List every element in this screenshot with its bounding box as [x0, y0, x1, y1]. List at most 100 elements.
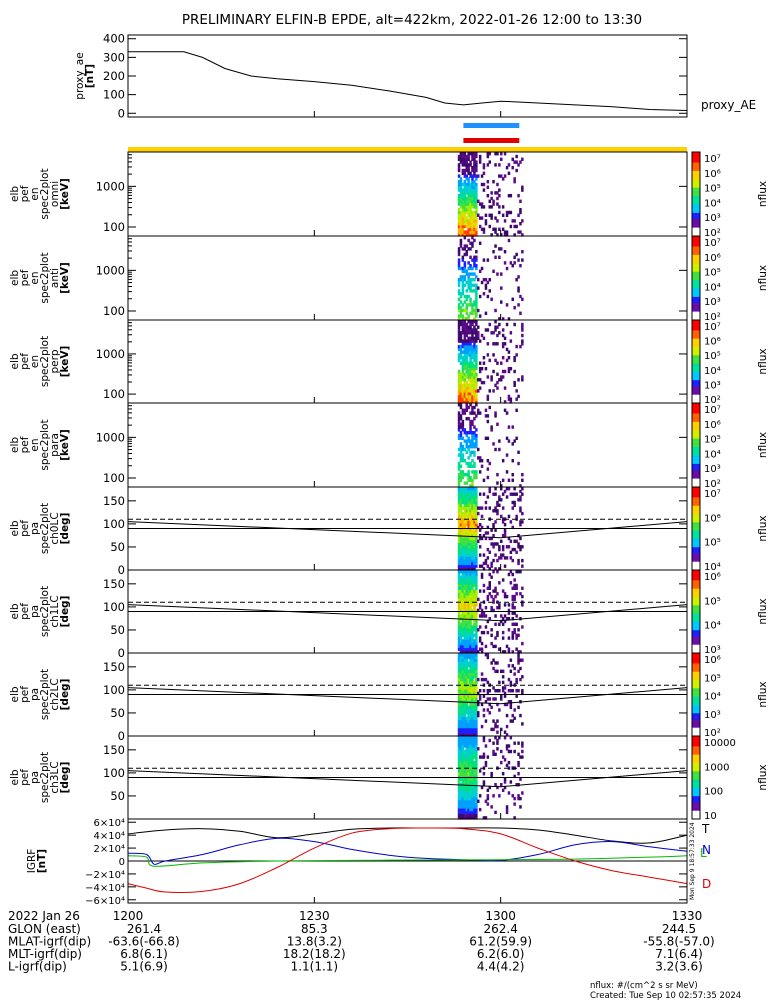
spectrogram-cell [469, 586, 472, 590]
spectrogram-cell [467, 369, 470, 374]
spectrogram-cell [465, 727, 468, 732]
spectrogram-cell [457, 261, 461, 265]
spectrogram-cell [473, 445, 476, 449]
spectrogram-cell [463, 372, 467, 376]
spectrogram-cell [478, 506, 482, 510]
spectrogram-cell [486, 586, 490, 590]
colorbar-band [692, 353, 700, 356]
spectrogram-cell [461, 425, 465, 429]
spectrogram-cell [465, 177, 468, 181]
spectrogram-cell [475, 328, 478, 332]
spectrogram-cell [513, 306, 516, 310]
spectrogram-cell [503, 489, 507, 494]
spectrogram-cell [469, 191, 472, 195]
spectrogram-cell [471, 397, 474, 401]
spectrogram-cell [473, 344, 476, 349]
spectrogram-cell [469, 611, 472, 615]
spectrogram-cell [457, 375, 461, 379]
colorbar-band [692, 240, 700, 243]
spectrogram-cell [521, 322, 524, 327]
spectrogram-cell [517, 661, 520, 665]
spectrogram-cell [463, 481, 467, 485]
spectrogram-cell [473, 550, 476, 554]
spectrogram-cell [457, 495, 461, 499]
colorbar-band [692, 382, 700, 385]
spectrogram-cell [465, 747, 468, 751]
spectrogram-cell [471, 545, 474, 549]
spectrogram-cell [457, 680, 461, 685]
spectrogram-cell [467, 514, 470, 519]
spectrogram-cell [457, 755, 461, 759]
spectrogram-cell [467, 166, 470, 170]
colorbar-band [692, 541, 700, 544]
spectrogram-cell [467, 689, 470, 693]
spectrogram-cell [515, 492, 518, 496]
spectrogram-cell [471, 633, 474, 637]
spectrogram-cell [475, 436, 478, 440]
spectrogram-cell [475, 188, 478, 192]
spectrogram-cell [463, 666, 467, 671]
colorbar-band [692, 794, 700, 797]
spectrogram-cell [473, 592, 476, 596]
colorbar-tick-label: 10² [704, 395, 721, 406]
spectrogram-cell [459, 487, 463, 491]
spectrogram-cell [469, 247, 472, 251]
spectrogram-cell [505, 233, 509, 237]
spectrogram-cell [465, 509, 468, 513]
spectrogram-cell [475, 730, 478, 734]
spectrogram-cell [461, 658, 465, 662]
spectrogram-cell [473, 594, 476, 599]
spectrogram-cell [469, 760, 472, 765]
spectrogram-cell [465, 372, 468, 376]
spectrogram-cell [469, 208, 472, 212]
ylabel-line-3: spec2plot [39, 419, 51, 470]
spectrogram-cell [521, 625, 524, 629]
colorbar-band [692, 223, 700, 226]
spectrogram-cell [461, 163, 465, 167]
colorbar-band [692, 463, 700, 467]
colorbar-band [692, 351, 700, 354]
spectrogram-cell [463, 503, 467, 507]
spectrogram-cell [467, 157, 470, 161]
spectrogram-cell [492, 353, 495, 357]
spectrogram-cell [463, 675, 467, 679]
colorbar-band [692, 760, 700, 764]
spectrogram-cell [459, 536, 463, 541]
spectrogram-cell [469, 525, 472, 530]
spectrogram-cells [457, 570, 524, 654]
spectrogram-cell [473, 283, 476, 287]
spectrogram-cell [467, 680, 470, 685]
ylabel-line-4: perp [49, 349, 61, 373]
spectrogram-cell [457, 810, 461, 815]
spectrogram-cell [459, 219, 463, 223]
spectrogram-cell [463, 353, 467, 357]
spectrogram-cell [492, 442, 495, 446]
spectrogram-cell [513, 749, 516, 754]
spectrogram-cell [484, 219, 488, 223]
spectrogram-cell [488, 583, 491, 588]
spectrogram-cell [457, 677, 461, 682]
spectrogram-cell [469, 547, 472, 552]
spectrogram-cell [463, 495, 467, 499]
colorbar-band [692, 763, 700, 766]
spectrogram-cell [459, 400, 463, 404]
colorbar-tick-label: 10⁶ [704, 572, 721, 583]
spectrogram-cell [461, 168, 465, 173]
spectrogram-cell [509, 367, 513, 371]
spectrogram-cell [469, 517, 472, 521]
spectrogram-cell [469, 763, 472, 768]
colorbar-band [692, 421, 700, 425]
spectrogram-cell [496, 272, 499, 276]
spectrogram-cell [503, 603, 507, 607]
spectrogram-cell [519, 658, 522, 662]
spectrogram-cell [465, 342, 468, 346]
spectrogram-cell [457, 669, 461, 673]
spectrogram-cell [482, 561, 486, 566]
spectrogram-cell [490, 575, 493, 579]
spectrogram-cell [457, 772, 461, 776]
spectrogram-cell [488, 711, 491, 715]
colorbar-band [692, 359, 700, 362]
table-cell: 5.1(6.9) [120, 960, 168, 974]
spectrogram-cell [465, 805, 468, 809]
spectrogram-cell [459, 380, 463, 385]
